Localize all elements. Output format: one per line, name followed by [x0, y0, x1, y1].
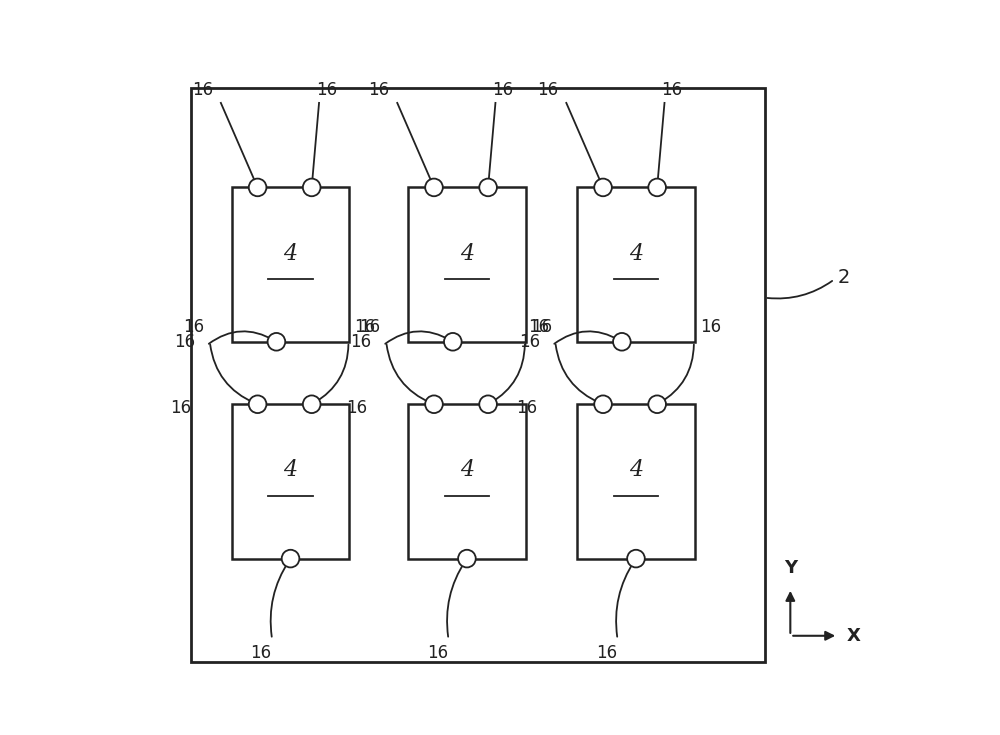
Circle shape — [249, 395, 266, 413]
Text: 16: 16 — [516, 399, 537, 417]
Text: 16: 16 — [528, 318, 549, 336]
Circle shape — [594, 179, 612, 196]
Text: X: X — [847, 627, 861, 645]
Text: 4: 4 — [629, 459, 643, 481]
Circle shape — [303, 395, 321, 413]
Circle shape — [425, 179, 443, 196]
Circle shape — [594, 395, 612, 413]
Text: 16: 16 — [347, 399, 368, 417]
Text: 16: 16 — [170, 399, 191, 417]
Bar — [191, 88, 765, 662]
Text: 16: 16 — [531, 318, 552, 336]
Text: 4: 4 — [283, 459, 298, 481]
Bar — [232, 187, 349, 342]
Text: 16: 16 — [316, 81, 337, 98]
Text: 16: 16 — [354, 318, 375, 336]
Text: 16: 16 — [700, 318, 721, 336]
Text: 4: 4 — [460, 243, 474, 265]
Text: 2: 2 — [838, 268, 850, 287]
Circle shape — [425, 395, 443, 413]
Text: 16: 16 — [350, 333, 372, 351]
Bar — [577, 404, 695, 559]
Circle shape — [268, 333, 285, 351]
Text: 16: 16 — [183, 318, 204, 336]
Circle shape — [458, 550, 476, 567]
Text: 16: 16 — [661, 81, 682, 98]
Circle shape — [249, 179, 266, 196]
Text: 16: 16 — [174, 333, 195, 351]
Text: 4: 4 — [460, 459, 474, 481]
Text: 16: 16 — [251, 644, 272, 662]
Circle shape — [479, 395, 497, 413]
Text: Y: Y — [784, 559, 797, 577]
Text: 16: 16 — [359, 318, 380, 336]
Bar — [577, 187, 695, 342]
Text: 16: 16 — [492, 81, 513, 98]
Circle shape — [648, 395, 666, 413]
Text: 4: 4 — [629, 243, 643, 265]
Bar — [408, 187, 526, 342]
Text: 16: 16 — [519, 333, 541, 351]
Text: 16: 16 — [192, 81, 213, 98]
Bar — [232, 404, 349, 559]
Bar — [408, 404, 526, 559]
Text: 16: 16 — [368, 81, 389, 98]
Text: 16: 16 — [427, 644, 448, 662]
Text: 16: 16 — [537, 81, 558, 98]
Circle shape — [303, 179, 321, 196]
Text: 16: 16 — [596, 644, 617, 662]
Circle shape — [444, 333, 462, 351]
Circle shape — [479, 179, 497, 196]
Circle shape — [627, 550, 645, 567]
Text: 4: 4 — [283, 243, 298, 265]
Circle shape — [648, 179, 666, 196]
Circle shape — [613, 333, 631, 351]
Circle shape — [282, 550, 299, 567]
